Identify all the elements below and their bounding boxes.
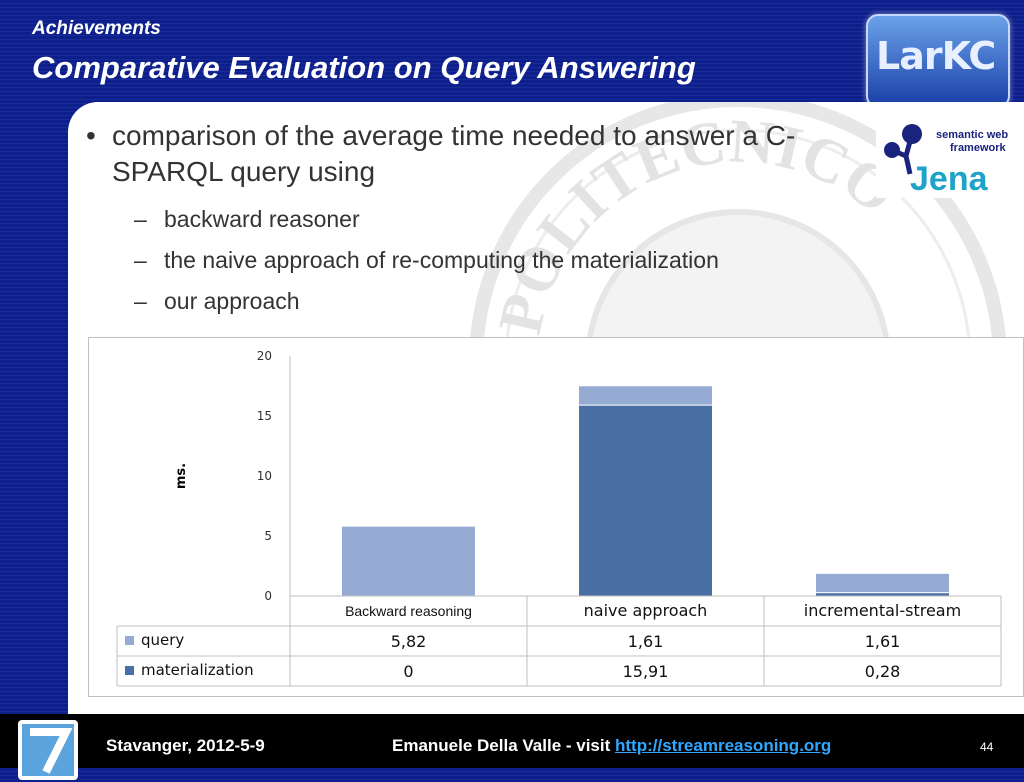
page-number: 44 bbox=[980, 740, 994, 754]
sub-item-label: our approach bbox=[164, 288, 300, 314]
data-label: 5,82 bbox=[391, 632, 427, 651]
slide-header: Achievements Comparative Evaluation on Q… bbox=[0, 0, 1024, 108]
legend-swatch-query bbox=[125, 636, 134, 645]
larkc-logo: LarKC bbox=[866, 14, 1010, 108]
larkc-logo-text: LarKC bbox=[876, 34, 996, 78]
sub-item-backward: – backward reasoner bbox=[134, 206, 360, 232]
footer-link[interactable]: http://streamreasoning.org bbox=[615, 736, 832, 755]
category-label: incremental-stream bbox=[804, 601, 961, 620]
category-label: naive approach bbox=[584, 601, 708, 620]
sub-item-label: backward reasoner bbox=[164, 206, 360, 232]
y-tick-label: 10 bbox=[257, 469, 272, 483]
bar-query bbox=[578, 385, 713, 406]
sub-item-label: the naive approach of re-computing the m… bbox=[164, 247, 719, 273]
footer-author: Emanuele Della Valle - visit http://stre… bbox=[392, 736, 831, 756]
jena-tagline-1: semantic web bbox=[936, 129, 1008, 141]
data-label: 1,61 bbox=[865, 632, 901, 651]
content-panel: POLITECNICO • comparison of the average … bbox=[68, 102, 1024, 714]
slide-footer: Stavanger, 2012-5-9 Emanuele Della Valle… bbox=[0, 714, 1024, 780]
bar-materialization bbox=[815, 592, 950, 597]
jena-logo: semantic web framework Jena bbox=[876, 116, 1018, 198]
data-label: 0,28 bbox=[865, 662, 901, 681]
data-label: 15,91 bbox=[623, 662, 669, 681]
y-tick-label: 15 bbox=[257, 409, 272, 423]
sub-item-ours: – our approach bbox=[134, 288, 300, 314]
slide-subtitle: Achievements bbox=[32, 18, 161, 39]
legend-swatch-materialization bbox=[125, 666, 134, 675]
data-label: 1,61 bbox=[628, 632, 664, 651]
y-axis-label: ms. bbox=[174, 463, 189, 489]
bar-query bbox=[341, 525, 476, 597]
y-tick-label: 5 bbox=[264, 529, 272, 543]
jena-tagline-2: framework bbox=[950, 142, 1007, 154]
main-bullet-text: comparison of the average time needed to… bbox=[112, 120, 796, 187]
slide-title: Comparative Evaluation on Query Answerin… bbox=[32, 50, 696, 85]
footer-location-date: Stavanger, 2012-5-9 bbox=[106, 736, 265, 755]
bar-materialization bbox=[578, 404, 713, 597]
fp7-logo bbox=[18, 720, 78, 780]
category-label: Backward reasoning bbox=[345, 603, 472, 619]
chart-container: 0 5 10 15 20 ms. Backward reasoning naive appro… bbox=[88, 337, 1024, 697]
legend-label-materialization: materialization bbox=[141, 661, 254, 679]
bar-chart: 0 5 10 15 20 ms. Backward reasoning naive appro… bbox=[116, 349, 1002, 687]
bar-query bbox=[815, 572, 950, 594]
bullet-dot: • bbox=[86, 120, 96, 151]
legend-label-query: query bbox=[141, 631, 184, 649]
footer-author-text: Emanuele Della Valle - visit bbox=[392, 736, 615, 755]
data-label: 0 bbox=[403, 662, 413, 681]
y-tick-label: 20 bbox=[257, 349, 272, 363]
jena-logo-text: Jena bbox=[910, 160, 989, 198]
sub-item-naive: – the naive approach of re-computing the … bbox=[134, 247, 719, 273]
y-tick-label: 0 bbox=[264, 589, 272, 603]
